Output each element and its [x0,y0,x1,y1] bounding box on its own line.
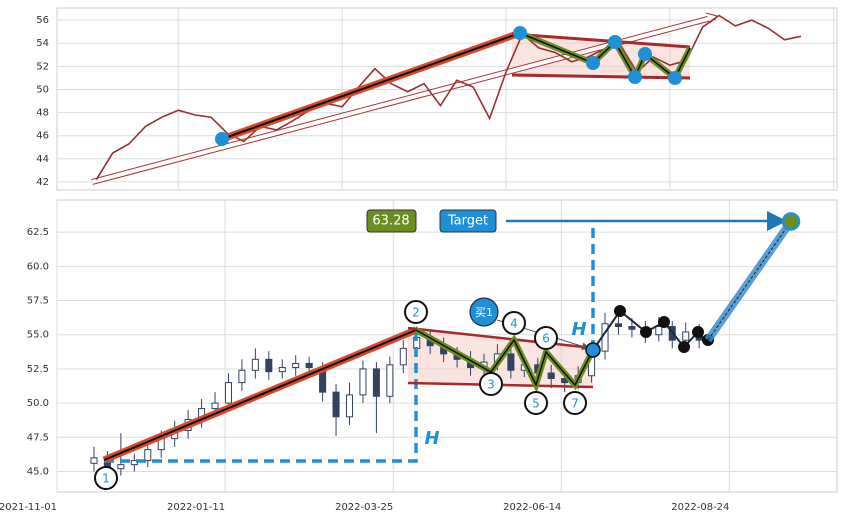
candle-body [628,326,636,330]
buy-label: 买1 [475,306,493,319]
y-tick-label: 52.5 [27,364,49,375]
x-tick-label: 2021-11-01 [0,502,57,513]
target-line-core [707,221,792,341]
candle-body [614,323,622,328]
y-tick-label: 56 [36,15,49,26]
point-label: 3 [487,378,495,392]
height-label: H [424,428,439,449]
y-tick-label: 42 [36,177,49,188]
candle-body [372,368,380,397]
candle-body [238,369,246,384]
point-label: 2 [412,306,420,320]
y-tick-label: 48 [36,108,49,119]
candle-body [265,358,273,373]
candle-body [345,394,354,418]
candle-body [144,449,152,462]
target-value: 63.28 [372,214,409,229]
candle-body [359,368,367,396]
target-point [781,212,801,231]
y-tick-label: 50.0 [27,398,49,409]
point-label: 6 [542,332,550,346]
candle-body [292,362,300,369]
target-label: Target [447,214,488,229]
pattern-point-texts: 1 2 3 4 5 6 7 [102,306,579,486]
pattern-point-labels [94,300,587,490]
candle-body [224,382,232,404]
y-tick-label: 44 [36,154,49,165]
point-label: 1 [102,472,110,486]
x-tick-label: 2022-01-11 [167,502,225,513]
point-label: 4 [510,317,518,331]
y-tick-label: 55.0 [27,330,49,341]
x-tick-label: 2022-08-24 [671,502,729,513]
candle-body [547,372,555,379]
height-label: H [571,319,586,340]
y-tick-label: 60.0 [27,261,49,272]
buy-marker [469,297,499,327]
candle-body [251,358,259,371]
candle-body [305,362,313,369]
y-tick-label: 54 [36,38,49,49]
top-pattern-lines [215,26,693,146]
x-tick-label: 2022-03-25 [335,502,393,513]
y-tick-label: 45.0 [27,466,49,477]
point-label: 5 [532,397,540,411]
candle-body [507,353,515,371]
y-tick-label: 50 [36,84,49,95]
target-box [439,209,497,233]
target [704,212,801,343]
candle-body [278,367,286,373]
candle-body [655,326,663,336]
x-tick-label: 2022-06-14 [503,502,561,513]
candle-body [682,331,690,341]
point-label: 7 [571,397,579,411]
y-tick-label: 47.5 [27,432,49,443]
candle-body [117,464,125,470]
candle-body [332,391,340,418]
y-tick-label: 57.5 [27,296,49,307]
candle-body [90,457,98,464]
y-tick-label: 46 [36,131,49,142]
candle-body [399,347,407,366]
y-tick-label: 62.5 [27,227,49,238]
candle-body [386,364,394,397]
candle-body [211,402,219,410]
y-tick-label: 52 [36,61,49,72]
target-value-box [366,209,417,233]
